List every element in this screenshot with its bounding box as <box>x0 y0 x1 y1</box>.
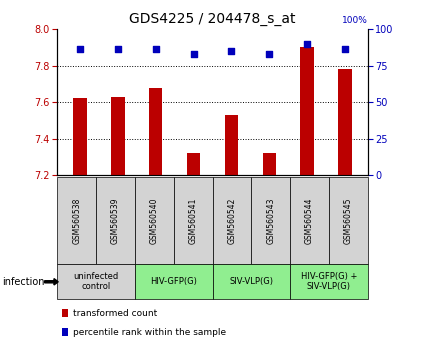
Text: HIV-GFP(G) +
SIV-VLP(G): HIV-GFP(G) + SIV-VLP(G) <box>300 272 357 291</box>
Text: uninfected
control: uninfected control <box>74 272 119 291</box>
Text: infection: infection <box>2 277 45 287</box>
Text: GDS4225 / 204478_s_at: GDS4225 / 204478_s_at <box>129 12 296 27</box>
Point <box>304 41 311 46</box>
Bar <box>300 47 314 175</box>
Text: GSM560540: GSM560540 <box>150 197 159 244</box>
Text: GSM560543: GSM560543 <box>266 197 275 244</box>
Text: SIV-VLP(G): SIV-VLP(G) <box>229 277 273 286</box>
Text: 100%: 100% <box>342 16 368 25</box>
Text: GSM560542: GSM560542 <box>227 197 236 244</box>
Bar <box>263 153 276 175</box>
Point <box>114 47 121 52</box>
Bar <box>338 69 351 175</box>
Text: GSM560545: GSM560545 <box>344 197 353 244</box>
Text: GSM560544: GSM560544 <box>305 197 314 244</box>
Bar <box>149 87 162 175</box>
Point <box>266 51 273 57</box>
Point <box>228 48 235 54</box>
Bar <box>111 97 125 175</box>
Text: GSM560538: GSM560538 <box>72 197 81 244</box>
Point <box>342 47 348 52</box>
Text: GSM560539: GSM560539 <box>111 197 120 244</box>
Point <box>76 47 83 52</box>
Text: GSM560541: GSM560541 <box>189 197 198 244</box>
Text: percentile rank within the sample: percentile rank within the sample <box>73 327 226 337</box>
Point <box>190 51 197 57</box>
Point <box>152 47 159 52</box>
Text: transformed count: transformed count <box>73 309 157 318</box>
Bar <box>225 115 238 175</box>
Bar <box>74 98 87 175</box>
Text: HIV-GFP(G): HIV-GFP(G) <box>150 277 197 286</box>
Bar <box>187 153 200 175</box>
